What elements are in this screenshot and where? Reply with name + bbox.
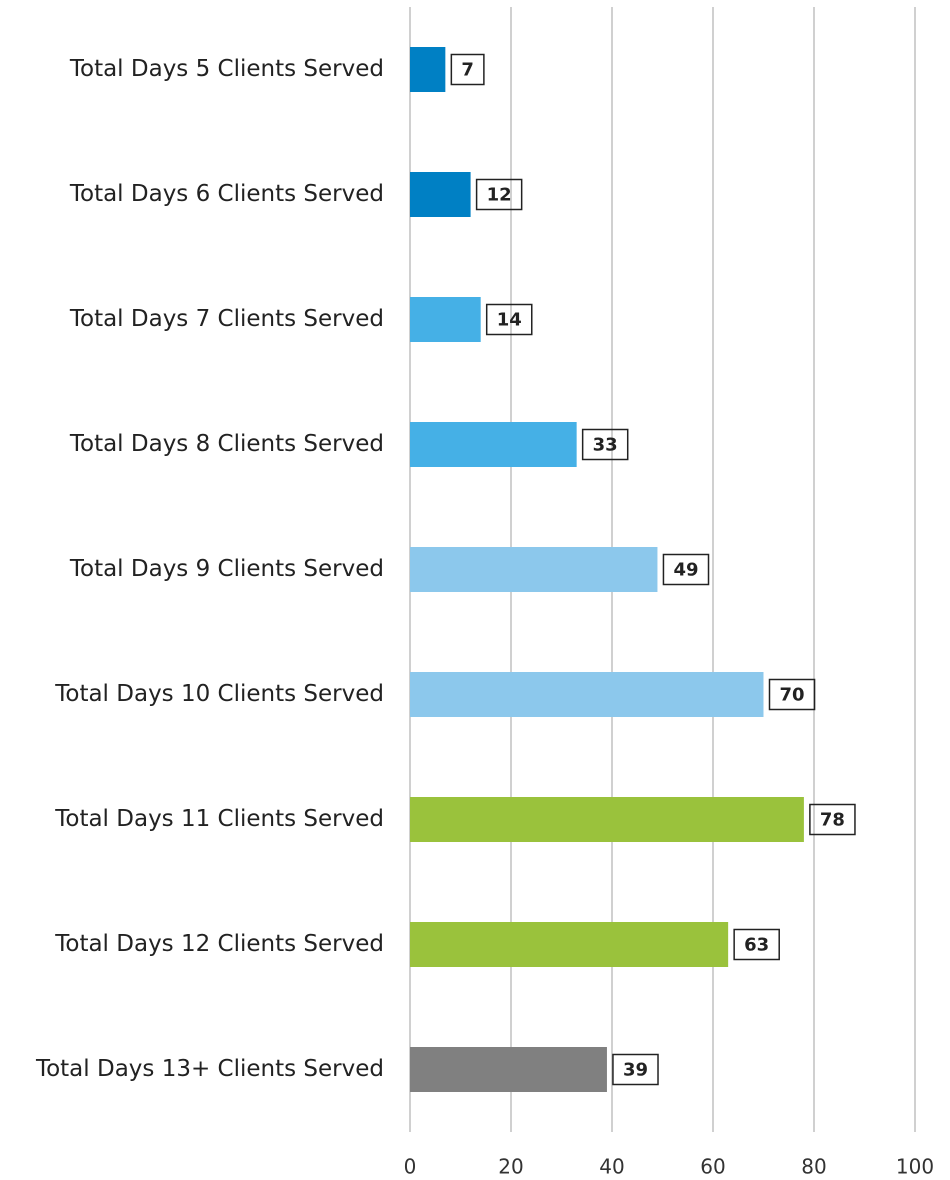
y-tick-label: Total Days 11 Clients Served [54, 806, 384, 832]
value-label-box [809, 803, 856, 836]
y-tick-label: Total Days 5 Clients Served [69, 56, 384, 82]
bar [410, 47, 446, 92]
bar [410, 297, 481, 342]
value-label: 12 [487, 185, 512, 206]
bar [410, 922, 729, 967]
y-tick-label: Total Days 12 Clients Served [54, 931, 384, 957]
value-label: 33 [593, 435, 618, 456]
y-tick-label: Total Days 6 Clients Served [69, 181, 384, 207]
value-label: 49 [673, 560, 698, 581]
x-tick-label: 60 [700, 1155, 725, 1179]
value-label-box [485, 303, 533, 336]
value-label: 78 [820, 810, 845, 831]
value-label-box [581, 428, 629, 461]
value-label-box [475, 178, 523, 211]
bar [410, 422, 577, 467]
x-tick-label: 0 [404, 1155, 417, 1179]
x-tick-label: 80 [801, 1155, 826, 1179]
value-label-box [612, 1053, 659, 1086]
value-label-box [768, 678, 816, 711]
bar [410, 672, 764, 717]
x-tick-label: 20 [498, 1155, 523, 1179]
y-tick-label: Total Days 10 Clients Served [54, 681, 384, 707]
bar [410, 1047, 607, 1092]
value-label: 14 [497, 310, 522, 331]
bar [410, 547, 658, 592]
y-tick-label: Total Days 13+ Clients Served [35, 1056, 384, 1082]
x-tick-label: 40 [599, 1155, 624, 1179]
x-tick-label: 100 [896, 1155, 934, 1179]
y-tick-label: Total Days 9 Clients Served [69, 556, 384, 582]
y-tick-label: Total Days 7 Clients Served [69, 306, 384, 332]
value-label: 7 [461, 60, 474, 81]
bar [410, 172, 471, 217]
value-label-box [662, 553, 710, 586]
y-tick-label: Total Days 8 Clients Served [69, 431, 384, 457]
value-label: 39 [623, 1060, 648, 1081]
value-label: 63 [744, 935, 769, 956]
value-label-box [733, 928, 780, 961]
value-label: 70 [780, 685, 805, 706]
value-label-box [450, 53, 485, 86]
bar [410, 797, 804, 842]
